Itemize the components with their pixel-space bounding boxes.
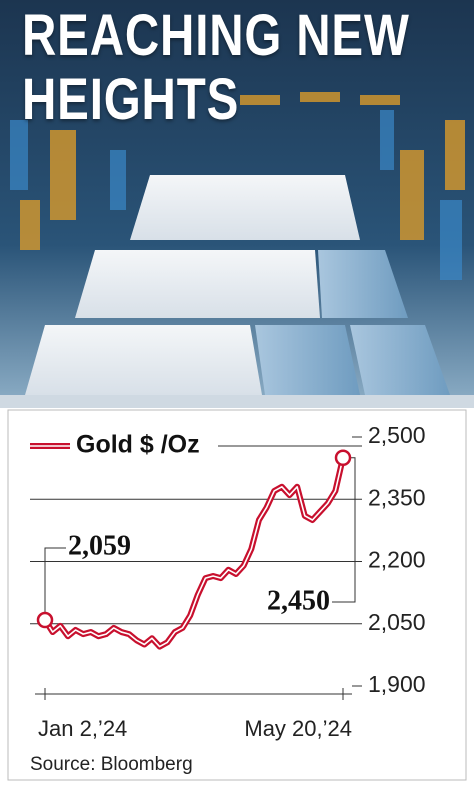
y-tick-label: 2,200 xyxy=(368,547,426,573)
source: Source: Bloomberg xyxy=(30,754,193,775)
end-point xyxy=(334,449,352,466)
y-tick-label: 1,900 xyxy=(368,671,426,697)
header-image xyxy=(0,0,474,408)
x-tick-label: May 20,’24 xyxy=(244,716,352,741)
legend-label: Gold $ /Oz xyxy=(76,431,200,459)
leader-line xyxy=(44,547,66,621)
series-line-highlight xyxy=(44,457,344,648)
value-label: 2,450 xyxy=(267,585,330,616)
y-tick-label: 2,350 xyxy=(368,484,426,510)
end-point xyxy=(36,611,54,629)
chart-panel xyxy=(7,409,467,781)
value-label: 2,059 xyxy=(68,530,131,561)
y-tick-label: 2,500 xyxy=(368,422,426,448)
y-tick-label: 2,050 xyxy=(368,609,426,635)
chart-title: REACHING NEW HEIGHTS xyxy=(22,3,410,132)
x-tick-label: Jan 2,’24 xyxy=(38,716,127,741)
